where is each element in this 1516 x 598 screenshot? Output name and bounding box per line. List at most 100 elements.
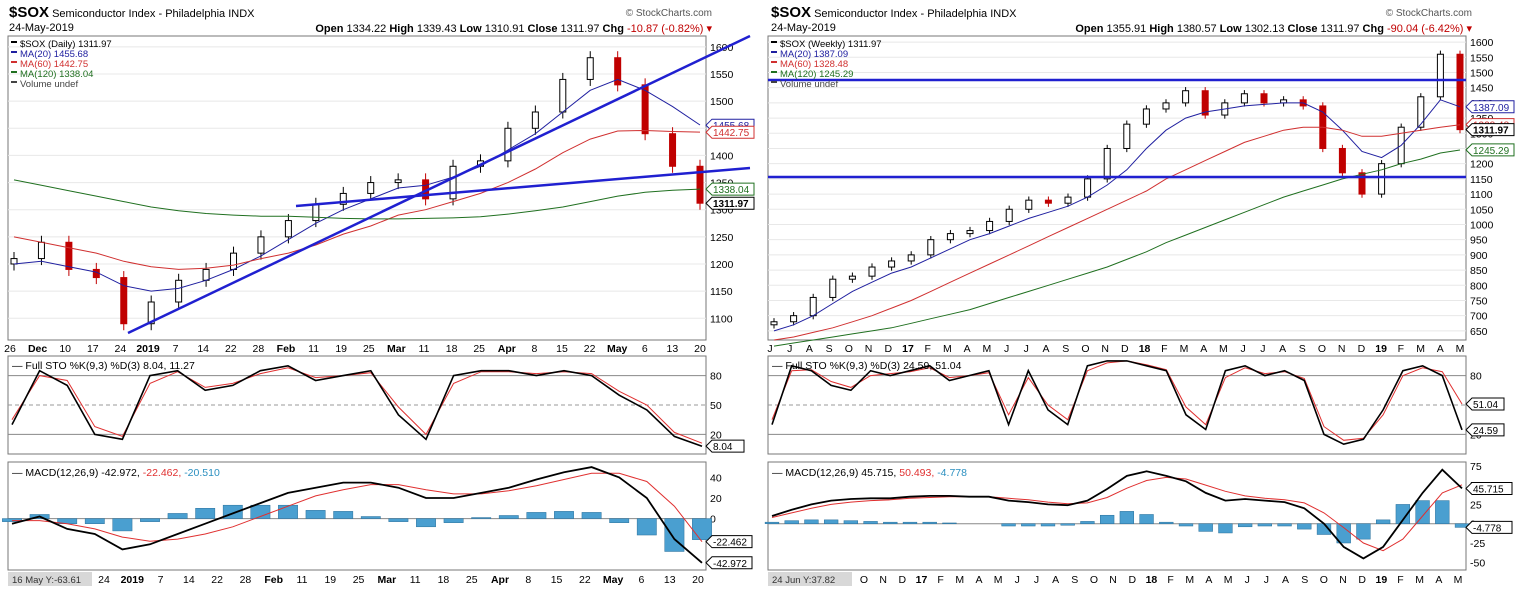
macd-histogram-bar [140,518,160,522]
sto-tick-label: 20 [710,429,722,441]
macd-flag-box [705,556,753,570]
bottom-x-axis-label: A [1205,574,1212,586]
price-tick-label: 1200 [710,259,734,271]
chart-date: 24-May-2019 [9,22,74,34]
bottom-x-axis-label: May [603,574,624,586]
x-axis-label: 25 [363,343,375,355]
macd-tick-label: -50 [1470,557,1485,569]
price-tick-label: 750 [1470,295,1488,307]
bottom-x-axis-label: 25 [353,574,365,586]
bottom-axis-note-box [768,572,852,586]
price-tick-label: 1450 [1470,83,1494,95]
price-candle [1103,147,1111,180]
price-flag-label: 1245.29 [1473,146,1510,157]
macd-flag: -42.972 [705,556,753,570]
index-name: Semiconductor Index - Philadelphia INDX [49,8,255,20]
price-tick-label: 1550 [1470,52,1494,64]
price-tick-label: 850 [1470,265,1488,277]
trendline [295,166,751,208]
price-candle [1378,163,1386,195]
price-candle [531,111,539,129]
x-axis-label: 15 [556,343,568,355]
price-flag-box [705,125,755,139]
price-candle [175,279,183,303]
bottom-x-axis-label: N [879,574,887,586]
macd-histogram-bar [416,518,436,528]
macd-histogram-bar [883,521,898,524]
price-candle [946,233,954,241]
bottom-x-axis-label: O [1320,574,1328,586]
price-candle [1456,53,1464,131]
price-tick-label: 1400 [710,150,734,162]
bottom-x-axis-label: N [1109,574,1117,586]
chart-header: $SOX Semiconductor Index - Philadelphia … [771,4,1016,22]
stockcharts-credit: © StockCharts.com [1385,8,1472,19]
legend-swatch [11,61,17,63]
macd-histogram-bar [922,521,937,524]
macd-histogram-bar [278,504,298,519]
bottom-x-axis-label: 7 [158,574,164,586]
macd-flag: -22.462 [705,535,753,549]
price-candle [809,296,817,317]
stockcharts-credit: © StockCharts.com [625,8,712,19]
macd-flag: 45.715 [1465,481,1513,495]
price-candle [1358,172,1366,195]
macd-tick-label: 25 [1470,499,1482,511]
legend-entry: Volume undef [780,79,838,90]
bottom-x-axis-label: F [1167,574,1173,586]
macd-histogram-bar [112,518,133,532]
macd-label-prefix: — MACD(12,26,9) -42.972, [12,467,143,479]
macd-histogram-bar [636,518,657,536]
price-candle [559,78,567,113]
x-axis-label: 11 [419,343,430,355]
price-candle [966,230,974,235]
price-flag: 1442.75 [705,125,755,139]
macd-flag-box [1465,520,1513,534]
macd-histogram-bar [1237,523,1253,528]
price-flag: 1245.29 [1465,143,1515,157]
daily-chart-panel: 1600155015001450140013501300125012001150… [0,0,756,598]
price-candle [147,301,155,325]
x-axis-label: A [1437,343,1444,355]
x-axis-label: 20 [694,343,706,355]
macd-histogram-bar [1257,523,1273,527]
close-label: Close [527,23,558,35]
sto-tick-label: 80 [1470,371,1482,383]
legend-swatch [771,51,777,53]
bottom-x-axis-label: 19 [324,574,336,586]
price-flag-label: 1387.09 [1473,103,1510,114]
macd-histogram-bar [804,519,819,524]
x-axis-label: 6 [642,343,648,355]
ma120-line [13,179,701,220]
legend-swatch [11,81,17,83]
close-label: Close [1287,23,1318,35]
macd-histogram-bar [764,521,780,524]
price-flag-label: 1442.75 [713,128,750,139]
x-axis-label: N [865,343,873,355]
x-axis-label: M [1180,343,1189,355]
price-flag-label: 1311.97 [1473,126,1509,137]
x-axis-label: A [1042,343,1049,355]
price-candle [848,275,856,280]
bottom-x-axis-label: A [1435,574,1442,586]
chg-label: Chg [1362,23,1384,35]
chg-value: -90.04 (-6.42%) ▾ [1383,23,1472,35]
price-tick-label: 700 [1470,311,1488,323]
price-candle [1240,93,1248,104]
bottom-x-axis-label: D [1358,574,1366,586]
low-value: 1310.91 [481,23,528,35]
sto-flag: 24.59 [1465,423,1505,437]
macd-hist-value: -20.510 [184,467,220,479]
macd-histogram-bar [526,512,547,519]
sto-flag: 51.04 [1465,397,1505,411]
price-candle [1044,199,1052,204]
bottom-x-axis-label: F [937,574,943,586]
macd-histogram-bar [498,515,519,519]
x-axis-label: O [1318,343,1326,355]
trendline [127,34,751,335]
price-candle [586,57,594,80]
bottom-x-axis-label: 11 [410,574,421,586]
price-flag: 1311.97 [705,196,755,210]
bottom-x-axis-label: 15 [551,574,563,586]
ohlc-readout: Open 1355.91 High 1380.57 Low 1302.13 Cl… [1075,22,1472,35]
